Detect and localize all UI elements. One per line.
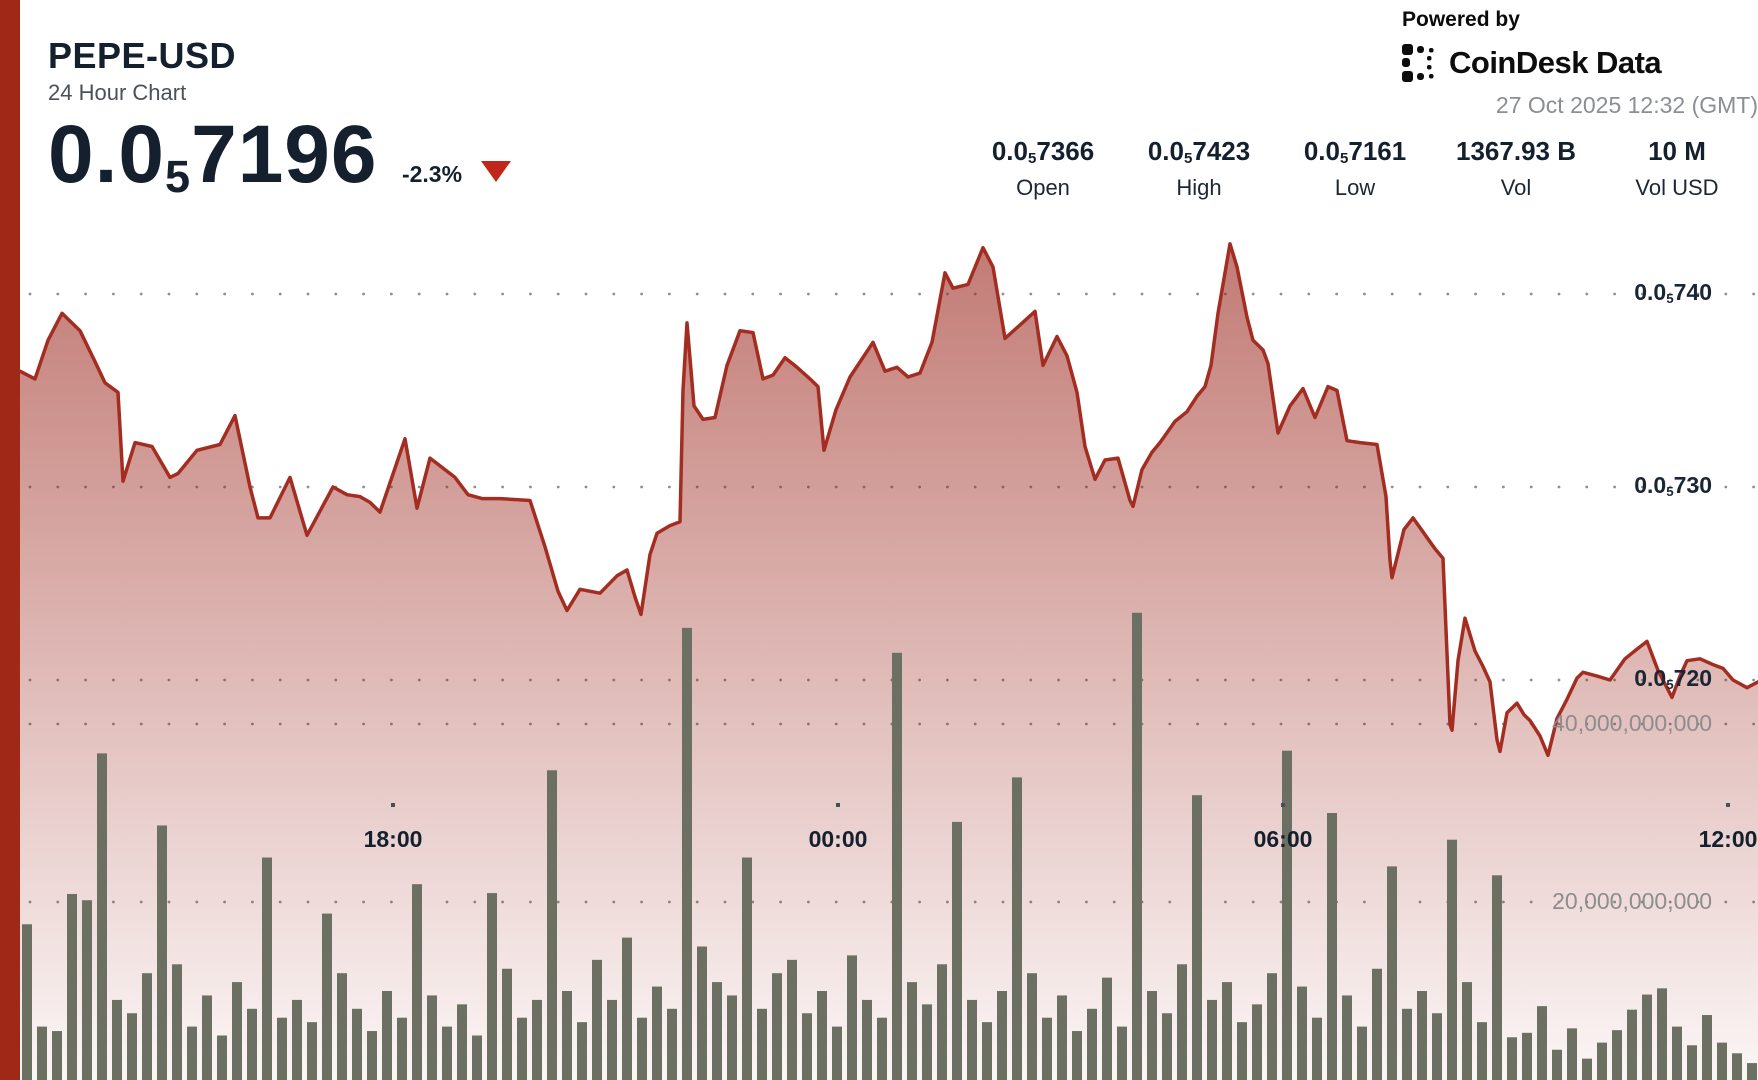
- price-subscript: 5: [165, 150, 192, 202]
- price-change: -2.3%: [401, 161, 463, 187]
- vol-usd-label: Vol USD: [1635, 175, 1719, 200]
- chart-subtitle: 24 Hour Chart: [48, 79, 187, 105]
- coindesk-data-logo: CoinDesk Data: [1402, 44, 1758, 82]
- time-axis-tick-18: 18:00: [363, 826, 423, 852]
- vol-usd-value: 10 M: [1648, 136, 1706, 166]
- high-label: High: [1176, 175, 1222, 200]
- current-price: 0.057196: [48, 109, 378, 202]
- down-arrow-icon: [480, 161, 511, 182]
- chart-header: PEPE-USD 24 Hour Chart: [48, 36, 236, 106]
- stat-high: 0.057423 High: [1144, 136, 1254, 201]
- stat-vol-usd: 10 M Vol USD: [1622, 136, 1732, 201]
- ohlc-stats-row: 0.057366 Open 0.057423 High 0.057161 Low…: [988, 136, 1732, 201]
- volume-axis-tick-20b: 20,000,000,000: [1552, 888, 1712, 914]
- open-label: Open: [1016, 175, 1070, 200]
- stat-open: 0.057366 Open: [988, 136, 1098, 201]
- vol-value: 1367.93 B: [1456, 136, 1576, 166]
- stat-low: 0.057161 Low: [1300, 136, 1410, 201]
- page-title: PEPE-USD: [48, 35, 237, 76]
- volume-axis-tick-40b: 40,000,000,000: [1552, 710, 1712, 736]
- price-prefix: 0.0: [48, 109, 165, 200]
- price-axis-tick-720: 0.05720: [1634, 665, 1712, 692]
- vol-label: Vol: [1500, 175, 1532, 200]
- price-axis-tick-740: 0.05740: [1634, 279, 1712, 306]
- powered-by-text: Powered by: [1402, 8, 1520, 31]
- price-axis-tick-730: 0.05730: [1634, 472, 1712, 499]
- high-value: 0.057423: [1147, 136, 1251, 168]
- coindesk-data-wordmark: CoinDesk Data: [1449, 45, 1662, 80]
- coindesk-logo-icon: [1402, 44, 1434, 82]
- price-digits: 7196: [191, 109, 378, 200]
- low-value: 0.057161: [1303, 136, 1407, 168]
- open-value: 0.057366: [991, 136, 1095, 168]
- stat-vol: 1367.93 B Vol: [1456, 136, 1576, 201]
- current-price-row: 0.057196 -2.3%: [48, 108, 511, 202]
- time-axis-tick-12: 12:00: [1698, 826, 1758, 852]
- low-label: Low: [1334, 175, 1376, 200]
- timestamp: 27 Oct 2025 12:32 (GMT): [1495, 92, 1758, 118]
- time-axis-tick-06: 06:00: [1253, 826, 1313, 852]
- time-axis-tick-00: 00:00: [808, 826, 868, 852]
- powered-by-block: Powered by CoinDesk Data 27 Oct 2025 12:3…: [1402, 8, 1758, 119]
- left-accent-bar: [0, 0, 20, 1080]
